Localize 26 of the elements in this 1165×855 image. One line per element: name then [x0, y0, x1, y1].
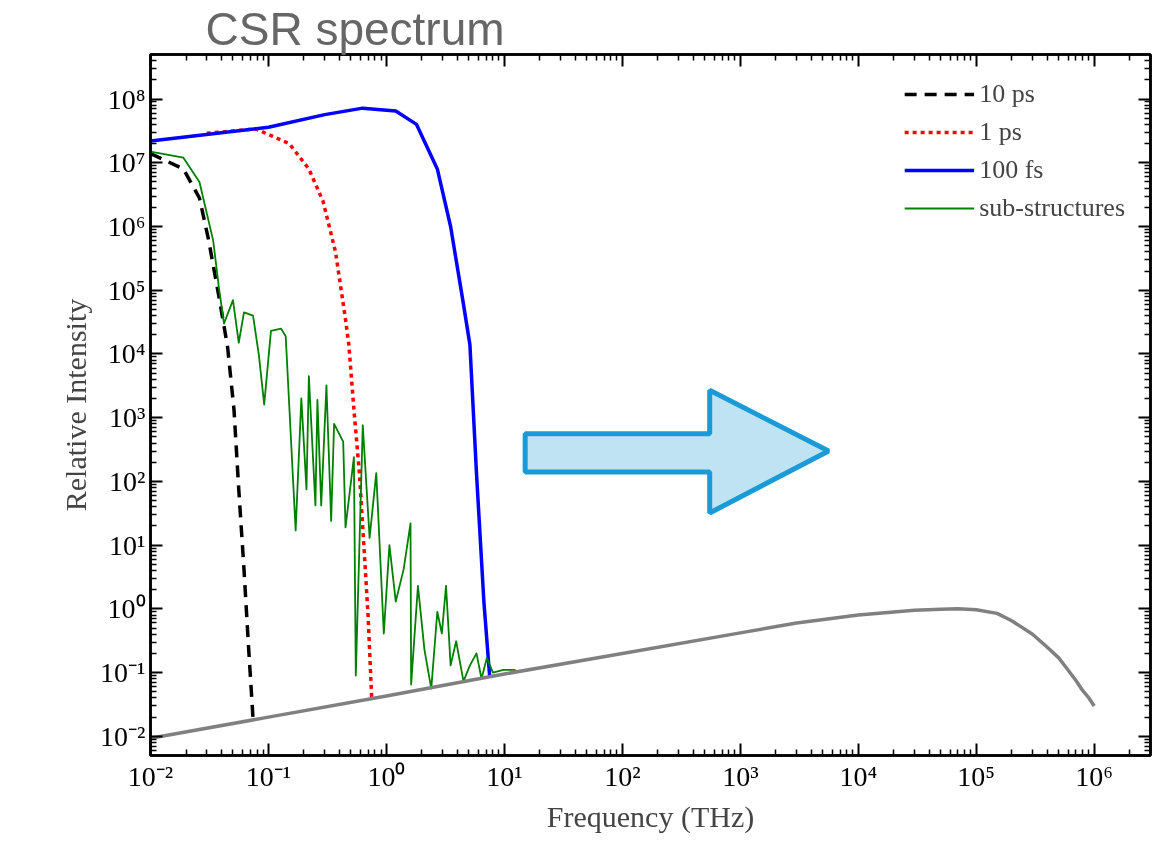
y-tick-label: 10⁻¹	[100, 657, 146, 689]
x-tick-label: 10⁰	[367, 760, 406, 792]
y-tick-label: 10²	[109, 465, 146, 497]
y-tick-label: 10⁴	[107, 338, 146, 370]
x-tick-label: 10⁶	[1075, 760, 1114, 792]
legend-label: sub-structures	[979, 193, 1125, 223]
legend-label: 10 ps	[979, 79, 1035, 109]
legend-label: 1 ps	[979, 117, 1022, 147]
y-tick-label: 10⁻²	[100, 720, 146, 752]
y-tick-label: 10⁶	[107, 211, 146, 242]
y-tick-label: 10³	[109, 402, 146, 434]
y-tick-label: 10¹	[109, 529, 146, 561]
y-tick-label: 10⁰	[107, 593, 146, 625]
x-tick-label: 10⁵	[957, 760, 996, 792]
chart-title: CSR spectrum	[205, 2, 505, 55]
x-tick-label: 10²	[604, 760, 641, 792]
x-tick-label: 10¹	[486, 760, 523, 792]
x-tick-label: 10³	[722, 760, 759, 792]
legend-label: 100 fs	[979, 155, 1044, 185]
x-tick-label: 10⁴	[839, 760, 878, 792]
y-tick-label: 10⁸	[107, 83, 146, 115]
x-axis-title: Frequency (THz)	[546, 799, 755, 834]
y-tick-label: 10⁵	[107, 274, 146, 306]
x-tick-label: 10⁻¹	[245, 760, 292, 792]
y-axis-title: Relative Intensity	[59, 298, 93, 512]
y-tick-label: 10⁷	[107, 147, 146, 179]
